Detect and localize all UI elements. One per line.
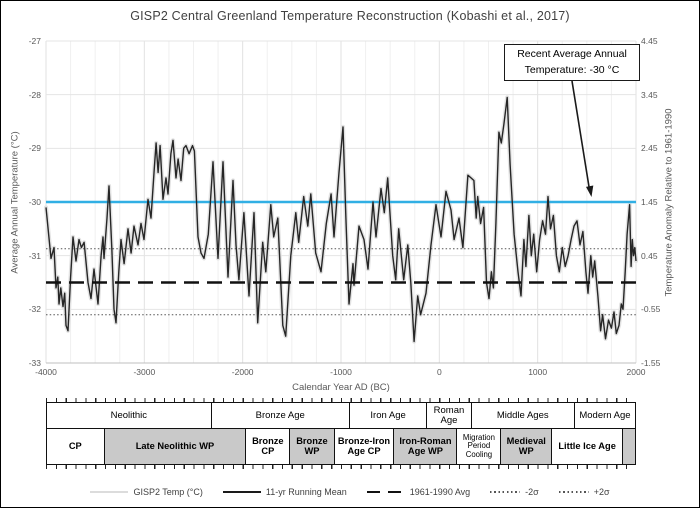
epoch-period-cell: Middle Ages: [472, 403, 575, 428]
epoch-phase-cell: Bronze WP: [290, 429, 335, 464]
data-series: [43, 95, 639, 344]
x-axis-title: Calendar Year AD (BC): [292, 382, 390, 393]
annotation-line-1: Recent Average Annual: [517, 48, 627, 60]
left-axis-tick-label: -30: [28, 197, 41, 207]
legend-label: 1961-1990 Avg: [409, 487, 471, 497]
legend-swatch-solid-dark: [222, 491, 261, 493]
legend-label: 11-yr Running Mean: [265, 487, 347, 497]
legend-swatch-dashed: [366, 490, 405, 494]
legend-item: +2σ: [558, 487, 610, 497]
x-axis-tick-label: 2000: [626, 367, 646, 377]
epoch-ruler-bottom: [46, 465, 636, 469]
right-axis-tick-label: 4.45: [641, 36, 658, 46]
legend-item: 1961-1990 Avg: [366, 487, 471, 497]
running-mean-line: [45, 96, 637, 343]
epoch-row-phases: CP Late Neolithic WP Bronze CP Bronze WP Bro…: [46, 429, 636, 465]
epoch-row-periods: Neolithic Bronze Age Iron Age Roman Age Midd…: [46, 402, 636, 429]
right-axis-tick-label: 1.45: [641, 197, 658, 207]
legend-item: 11-yr Running Mean: [222, 487, 347, 497]
left-axis-tick-label: -29: [28, 143, 41, 154]
left-axis-tick-label: -32: [28, 304, 41, 315]
right-axis-tick-label: 3.45: [641, 89, 658, 100]
right-axis-tick-label: 2.45: [641, 143, 658, 154]
legend-label: -2σ: [525, 487, 539, 497]
legend-swatch-dotted: [490, 491, 521, 493]
legend-swatch-dotted: [558, 491, 589, 493]
epoch-phase-cell: [623, 429, 635, 464]
annotation-arrow: [571, 80, 594, 197]
epoch-ruler-top: [46, 398, 636, 402]
x-axis-tick-label: -4000: [35, 367, 57, 377]
x-axis-tick-label: -1000: [330, 367, 352, 377]
legend-label: GISP2 Temp (°C): [133, 487, 203, 497]
epoch-period-cell: Modern Age: [579, 409, 631, 421]
legend-swatch-solid-light: [90, 491, 129, 493]
right-axis-tick-label: -1.55: [641, 358, 661, 368]
chart-title: GISP2 Central Greenland Temperature Reco…: [130, 9, 570, 23]
left-axis-tick-label: -28: [28, 89, 41, 100]
left-axis-tick-label: -31: [28, 250, 41, 261]
x-axis-tick-label: 1000: [528, 367, 548, 377]
x-axis-tick-label: -2000: [231, 367, 254, 377]
epoch-phase-cell: CP: [47, 429, 105, 464]
left-axis-tick-label: -33: [28, 358, 41, 368]
epoch-phase-cell: Little Ice Age: [552, 429, 624, 464]
epoch-phase-cell: Bronze CP: [246, 429, 291, 464]
legend-label: +2σ: [593, 487, 610, 497]
left-axis-tick-label: -27: [28, 36, 41, 46]
epoch-table: Neolithic Bronze Age Iron Age Roman Age Midd…: [46, 402, 636, 465]
x-axis-tick-label: -3000: [133, 367, 156, 377]
annotation-line-2: Temperature: -30 °C: [524, 63, 620, 76]
recent-average-annotation: Recent Average Annual Temperature: -30 °…: [504, 44, 640, 81]
right-axis-tick-label: 0.45: [641, 250, 658, 261]
legend: GISP2 Temp (°C) 11-yr Running Mean 1961-19…: [1, 481, 699, 503]
epoch-period-cell: Roman Age: [427, 403, 472, 428]
epoch-period-cell: Bronze Age: [212, 403, 350, 428]
legend-item: GISP2 Temp (°C): [90, 487, 203, 497]
epoch-period-cell: Neolithic: [47, 403, 212, 428]
epoch-phase-cell: Iron-Roman Age WP: [394, 429, 458, 464]
x-axis-tick-label: 0: [436, 367, 442, 377]
right-axis-tick-label: -0.55: [641, 304, 661, 315]
epoch-period-cell: Iron Age: [350, 403, 428, 428]
epoch-phase-cell: Medieval WP: [501, 429, 553, 464]
epoch-phase-cell: Late Neolithic WP: [104, 429, 247, 464]
epoch-phase-cell: Migration Period Cooling: [457, 429, 502, 464]
legend-item: -2σ: [490, 487, 539, 497]
epoch-phase-cell: Bronze-Iron Age CP: [335, 429, 395, 464]
